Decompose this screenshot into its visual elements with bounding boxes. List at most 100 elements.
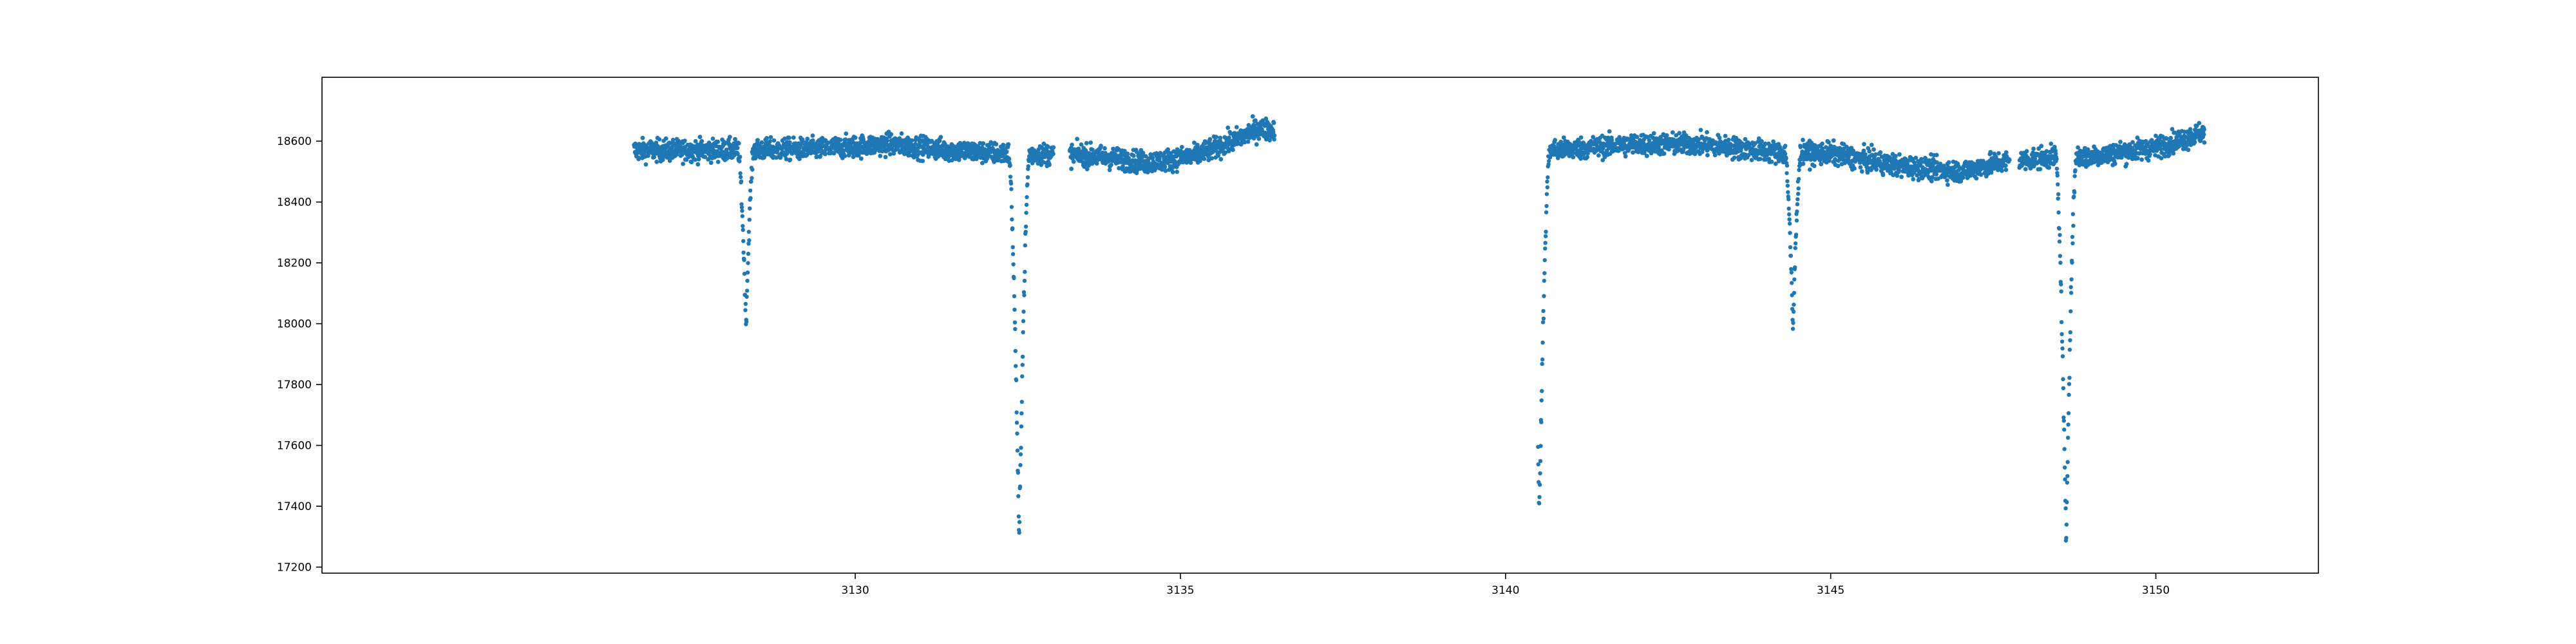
- data-point: [1796, 186, 1801, 191]
- data-point: [2069, 277, 2074, 281]
- data-point: [2064, 536, 2069, 540]
- data-point: [1732, 155, 1737, 160]
- data-point: [1015, 448, 1020, 453]
- data-point: [1826, 140, 1831, 145]
- data-point: [744, 289, 750, 293]
- y-tick-label: 18600: [277, 135, 312, 148]
- data-point: [1658, 135, 1663, 140]
- data-point: [2038, 167, 2043, 171]
- data-point: [646, 153, 650, 158]
- data-point: [2054, 166, 2060, 171]
- data-point: [1024, 202, 1029, 207]
- data-point: [2049, 141, 2054, 146]
- data-point: [1717, 135, 1722, 140]
- data-point: [1785, 171, 1789, 176]
- data-point: [1121, 164, 1125, 169]
- data-point: [2057, 239, 2062, 244]
- data-point: [2066, 411, 2071, 415]
- data-point: [663, 136, 668, 141]
- data-point: [1543, 234, 1548, 238]
- data-point: [1544, 210, 1549, 214]
- data-point: [744, 294, 749, 299]
- data-point: [2202, 140, 2207, 145]
- data-point: [741, 223, 745, 229]
- data-point: [1710, 147, 1715, 152]
- data-point: [1694, 145, 1699, 150]
- y-tick-label: 18400: [277, 196, 312, 209]
- data-point: [1017, 530, 1021, 535]
- data-point: [689, 160, 694, 165]
- data-point: [1216, 153, 1221, 158]
- data-point: [1010, 217, 1014, 222]
- data-point: [1749, 158, 1754, 162]
- data-point: [654, 159, 659, 164]
- data-point: [1929, 178, 1934, 184]
- data-point: [823, 151, 828, 156]
- data-point: [1026, 164, 1031, 169]
- data-point: [853, 135, 858, 140]
- data-point: [2065, 500, 2069, 504]
- data-point: [1785, 184, 1790, 188]
- data-point: [739, 179, 744, 184]
- data-point: [1013, 327, 1018, 332]
- data-point: [1622, 151, 1627, 156]
- data-point: [1790, 281, 1794, 285]
- data-point: [1095, 158, 1100, 163]
- data-point: [2148, 152, 2152, 157]
- data-point: [1542, 271, 1547, 276]
- data-point: [1788, 254, 1794, 258]
- data-points: [632, 114, 2207, 543]
- data-point: [1934, 153, 1939, 158]
- data-point: [2069, 290, 2074, 295]
- data-point: [743, 308, 748, 312]
- data-point: [747, 218, 752, 222]
- data-point: [1546, 158, 1551, 164]
- data-point: [1018, 463, 1023, 468]
- data-point: [2062, 447, 2067, 451]
- data-point: [2139, 157, 2145, 162]
- data-point: [693, 157, 698, 162]
- data-point: [1539, 398, 1544, 402]
- data-point: [2060, 320, 2064, 325]
- data-point: [2066, 435, 2070, 440]
- data-point: [1880, 173, 1886, 177]
- data-point: [2159, 156, 2164, 161]
- y-tick-label: 17800: [277, 379, 312, 392]
- data-point: [1790, 327, 1795, 331]
- data-point: [1022, 293, 1027, 298]
- data-point: [858, 156, 864, 161]
- data-point: [1789, 270, 1794, 275]
- data-point: [1188, 160, 1193, 165]
- data-point: [738, 175, 743, 180]
- data-point: [1662, 151, 1667, 156]
- data-point: [1202, 156, 1207, 162]
- data-point: [1231, 147, 1235, 153]
- data-point: [1644, 153, 1649, 158]
- data-point: [1009, 205, 1014, 209]
- data-point: [1234, 125, 1239, 129]
- data-point: [1989, 170, 1994, 175]
- data-point: [1179, 145, 1184, 149]
- data-point: [735, 146, 740, 151]
- data-point: [1070, 142, 1074, 147]
- data-point: [1743, 137, 1748, 142]
- data-point: [1862, 152, 1868, 157]
- data-point: [1798, 145, 1803, 149]
- data-point: [2197, 120, 2202, 126]
- data-point: [843, 137, 848, 142]
- data-point: [740, 214, 745, 218]
- data-point: [1867, 149, 1872, 154]
- data-point: [2070, 212, 2076, 216]
- data-point: [1272, 137, 1276, 142]
- data-point: [1111, 146, 1115, 151]
- data-point: [2058, 232, 2062, 238]
- data-point: [727, 135, 732, 140]
- data-point: [710, 137, 715, 141]
- data-point: [1542, 258, 1547, 263]
- data-point: [1712, 153, 1718, 158]
- data-point: [1586, 151, 1590, 156]
- data-point: [1543, 241, 1548, 245]
- data-point: [1014, 378, 1019, 383]
- data-point: [1871, 147, 1876, 152]
